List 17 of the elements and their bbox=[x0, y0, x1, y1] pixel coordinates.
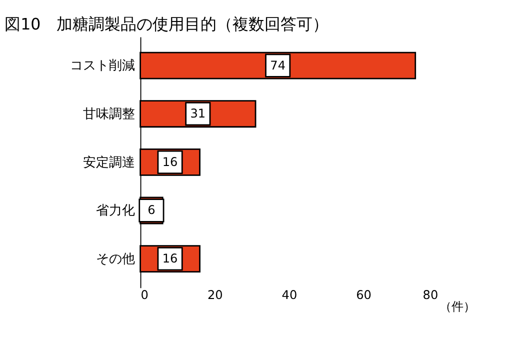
x-tick-label: 40 bbox=[282, 288, 298, 302]
y-tick-label: 省力化 bbox=[96, 204, 136, 219]
data-label: 74 bbox=[270, 58, 286, 72]
x-axis-title: （件） bbox=[439, 299, 476, 314]
x-tick-label: 80 bbox=[422, 288, 438, 302]
chart-title: 図10 加糖調製品の使用目的（複数回答可） bbox=[4, 14, 329, 34]
y-tick-label: 安定調達 bbox=[83, 154, 136, 170]
data-label: 16 bbox=[162, 154, 178, 169]
x-tick-label: 0 bbox=[140, 288, 148, 302]
y-tick-label: その他 bbox=[96, 252, 136, 267]
x-tick-label: 60 bbox=[356, 288, 372, 302]
y-tick-label: 甘味調整 bbox=[83, 107, 136, 122]
data-label: 6 bbox=[148, 203, 156, 218]
x-tick-label: 20 bbox=[207, 288, 223, 302]
y-tick-label: コスト削減 bbox=[70, 58, 136, 74]
data-label: 31 bbox=[190, 106, 206, 121]
data-label: 16 bbox=[162, 252, 178, 266]
